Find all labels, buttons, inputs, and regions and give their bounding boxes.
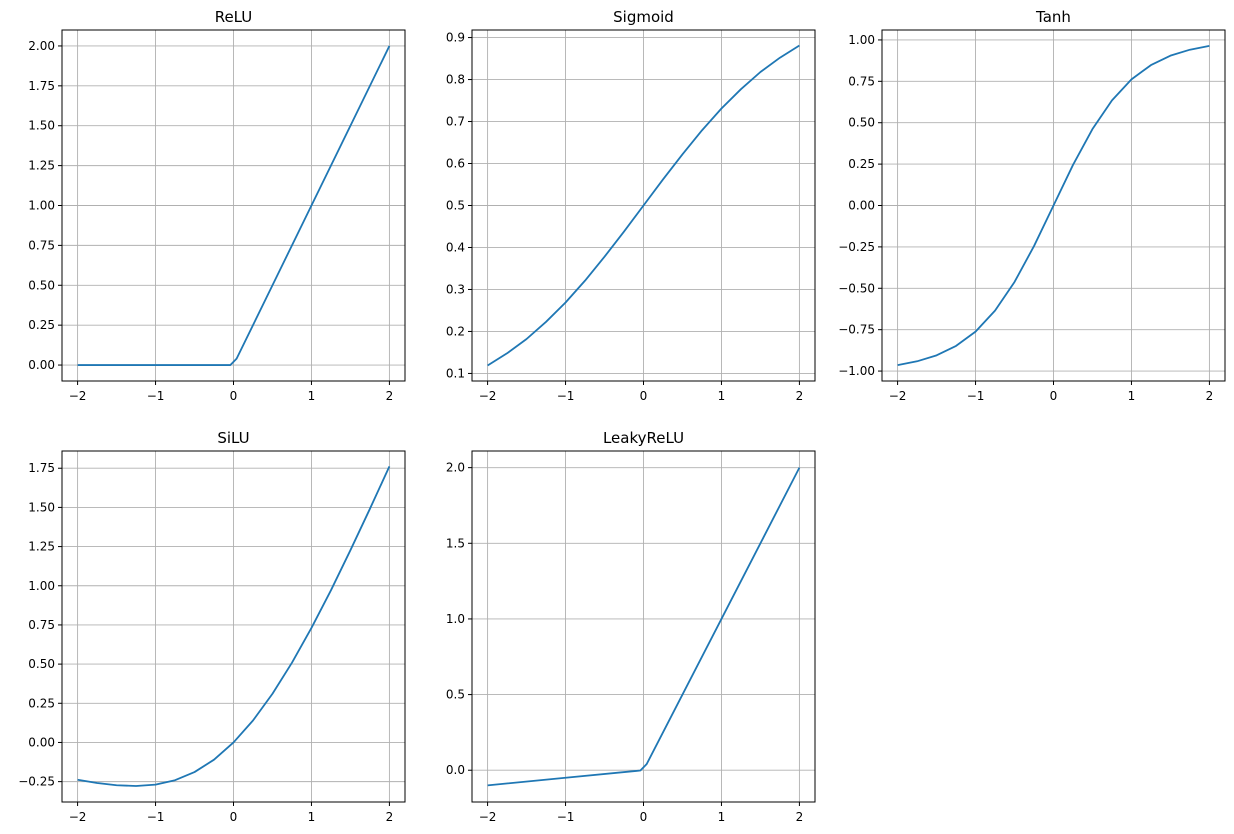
x-tick-label: 2 xyxy=(386,810,394,824)
x-tick-label: 2 xyxy=(796,810,804,824)
x-tick-label: −1 xyxy=(967,389,985,403)
x-tick-label: −1 xyxy=(557,389,575,403)
relu-title: ReLU xyxy=(215,8,253,26)
y-tick-label: 0.5 xyxy=(446,199,465,213)
y-tick-label: −0.75 xyxy=(838,323,875,337)
sigmoid-subplot: −2 −1 0 1 2 0.1 0.2 0.3 0.4 0.5 0.6 0.7 0.8 0.9 Sigmoi… xyxy=(446,8,816,403)
x-tick-label: −2 xyxy=(479,810,497,824)
relu-subplot: −2 −1 0 1 2 0.00 0.25 0.50 0.75 1.00 1.25 1.50 1.75 2… xyxy=(28,8,406,403)
y-tick-label: −0.25 xyxy=(838,240,875,254)
series-line xyxy=(487,44,800,367)
y-tick-label: 0.3 xyxy=(446,282,465,296)
x-tick-label: 1 xyxy=(1128,389,1136,403)
x-tick-label: 0 xyxy=(640,810,648,824)
y-tick-label: 0.75 xyxy=(28,238,55,252)
y-tick-label: −1.00 xyxy=(838,364,875,378)
y-tick-label: −0.25 xyxy=(18,775,55,789)
x-tick-label: −1 xyxy=(557,810,575,824)
y-tick-label: 1.50 xyxy=(28,500,55,514)
y-tick-label: 1.00 xyxy=(28,579,55,593)
y-tick-label: 1.00 xyxy=(28,199,55,213)
y-tick-label: 1.25 xyxy=(28,159,55,173)
y-tick-label: 0.25 xyxy=(28,318,55,332)
tanh-title: Tanh xyxy=(1035,8,1071,26)
x-tick-label: 2 xyxy=(386,389,394,403)
y-tick-label: 0.75 xyxy=(28,618,55,632)
series-line xyxy=(77,45,391,366)
y-tick-label: 1.00 xyxy=(848,33,875,47)
y-tick-label: −0.50 xyxy=(838,281,875,295)
y-tick-label: 0.1 xyxy=(446,366,465,380)
y-tick-label: 0.00 xyxy=(28,735,55,749)
x-tick-label: 1 xyxy=(308,810,316,824)
x-tick-label: 2 xyxy=(1206,389,1214,403)
y-tick-label: 0.8 xyxy=(446,73,465,87)
x-tick-label: −2 xyxy=(479,389,497,403)
series-line xyxy=(487,467,801,787)
y-tick-label: 1.75 xyxy=(28,79,55,93)
x-tick-label: 1 xyxy=(718,810,726,824)
x-tick-label: −1 xyxy=(147,810,165,824)
y-tick-label: 1.25 xyxy=(28,540,55,554)
x-tick-label: −2 xyxy=(889,389,907,403)
y-tick-label: 0.50 xyxy=(28,657,55,671)
y-tick-label: 0.2 xyxy=(446,324,465,338)
y-tick-label: 2.0 xyxy=(446,461,465,475)
x-tick-label: 0 xyxy=(640,389,648,403)
y-tick-label: 1.75 xyxy=(28,461,55,475)
x-tick-label: 0 xyxy=(230,810,238,824)
x-tick-label: −2 xyxy=(69,389,87,403)
y-tick-label: 0.00 xyxy=(848,199,875,213)
y-tick-label: 1.50 xyxy=(28,119,55,133)
sigmoid-title: Sigmoid xyxy=(613,8,674,26)
y-tick-label: 0.25 xyxy=(848,157,875,171)
x-tick-label: 0 xyxy=(1050,389,1058,403)
silu-title: SiLU xyxy=(217,429,249,447)
y-tick-label: 0.00 xyxy=(28,358,55,372)
series-line xyxy=(897,45,1210,366)
y-tick-label: 0.5 xyxy=(446,688,465,702)
y-tick-label: 0.50 xyxy=(848,116,875,130)
x-tick-label: 0 xyxy=(230,389,238,403)
y-tick-label: 1.0 xyxy=(446,612,465,626)
x-tick-label: 1 xyxy=(308,389,316,403)
y-tick-label: 1.5 xyxy=(446,536,465,550)
y-tick-label: 0.9 xyxy=(446,31,465,45)
y-tick-label: 0.50 xyxy=(28,278,55,292)
y-tick-label: 0.0 xyxy=(446,763,465,777)
series-line xyxy=(77,465,391,787)
y-tick-label: 0.6 xyxy=(446,157,465,171)
silu-subplot: −2 −1 0 1 2 −0.25 0.00 0.25 0.50 0.75 1.00 1.25 1.50… xyxy=(18,429,406,824)
y-tick-label: 0.7 xyxy=(446,115,465,129)
y-tick-label: 0.25 xyxy=(28,696,55,710)
leakyrelu-title: LeakyReLU xyxy=(603,429,684,447)
x-tick-label: 2 xyxy=(796,389,804,403)
leakyrelu-subplot: −2 −1 0 1 2 0.0 0.5 1.0 1.5 2.0 LeakyReLU xyxy=(446,429,816,824)
x-tick-label: −1 xyxy=(147,389,165,403)
y-tick-label: 0.75 xyxy=(848,74,875,88)
tanh-subplot: −2 −1 0 1 2 −1.00 −0.75 −0.50 −0.25 0.00 0.25 0.50 0… xyxy=(838,8,1226,403)
y-tick-label: 2.00 xyxy=(28,39,55,53)
x-tick-label: −2 xyxy=(69,810,87,824)
y-tick-label: 0.4 xyxy=(446,240,465,254)
x-tick-label: 1 xyxy=(718,389,726,403)
